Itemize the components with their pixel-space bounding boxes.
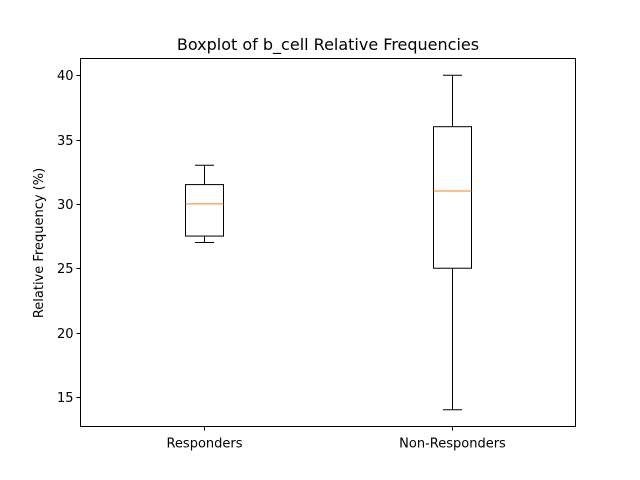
box-series: [185, 74, 472, 411]
y-axis-label: Relative Frequency (%): [32, 168, 47, 318]
y-tick-label: 15: [57, 391, 74, 406]
y-tick-label: 20: [57, 327, 74, 342]
y-axis: 15 20 25 30 35 40: [57, 69, 81, 406]
iqr-box: [433, 126, 472, 269]
plot-area-frame: [80, 58, 576, 427]
box-non-responders: [433, 74, 472, 411]
box-responders: [185, 164, 224, 243]
y-tick-label: 25: [57, 262, 74, 277]
y-tick-label: 40: [57, 69, 74, 84]
iqr-box: [185, 184, 224, 237]
x-tick-label: Non-Responders: [399, 437, 506, 452]
y-tick-label: 30: [57, 198, 74, 213]
x-tick-label: Responders: [166, 437, 242, 452]
chart-title: Boxplot of b_cell Relative Frequencies: [177, 35, 479, 55]
x-axis: Responders Non-Responders: [166, 426, 506, 452]
y-tick-label: 35: [57, 134, 74, 149]
